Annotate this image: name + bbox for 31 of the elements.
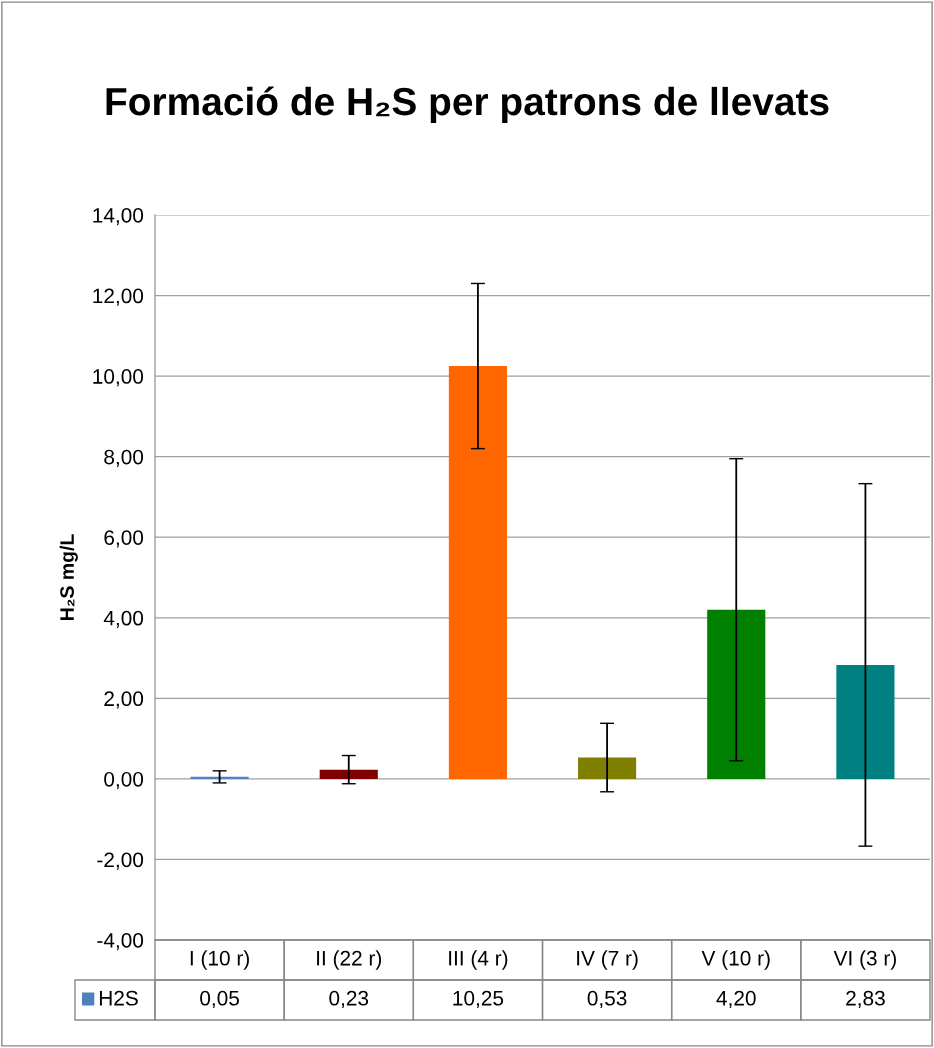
x-tick-label: V (10 r) <box>701 950 770 970</box>
bar <box>578 757 637 779</box>
bar <box>190 776 249 779</box>
legend-label: H2S <box>99 990 138 1006</box>
data-label: 0,23 <box>329 990 369 1009</box>
x-tick-label: IV (7 r) <box>577 950 638 970</box>
y-tick-label: 8,00 <box>104 449 144 467</box>
data-label: 2,83 <box>846 990 885 1009</box>
y-tick-label: 14,00 <box>93 208 144 226</box>
data-label: 0,53 <box>587 990 627 1009</box>
bar <box>448 366 507 779</box>
x-tick-label: III (4 r) <box>449 950 508 970</box>
y-axis-title: H₂S mg/L <box>59 534 78 620</box>
chart-title: Formació de H₂S per patrons de llevats <box>106 86 829 124</box>
y-tick-label: -2,00 <box>97 852 144 870</box>
data-label: 10,25 <box>453 990 504 1009</box>
bar <box>319 769 378 779</box>
y-tick-label: -4,00 <box>97 933 144 951</box>
y-tick-label: 0,00 <box>104 771 144 790</box>
y-tick-label: 4,00 <box>103 610 144 628</box>
x-tick-label: II (22 r) <box>317 950 382 970</box>
data-label: 4,20 <box>716 990 756 1009</box>
x-tick-label: VI (3 r) <box>833 950 896 970</box>
y-tick-label: 2,00 <box>104 691 144 709</box>
y-tick-label: 12,00 <box>93 288 144 306</box>
y-tick-label: 10,00 <box>93 369 144 387</box>
data-label: 0,05 <box>200 990 239 1009</box>
bar <box>707 609 766 779</box>
bar <box>836 664 895 779</box>
y-tick-label: 6,00 <box>104 530 144 548</box>
x-tick-label: I (10 r) <box>190 950 249 970</box>
